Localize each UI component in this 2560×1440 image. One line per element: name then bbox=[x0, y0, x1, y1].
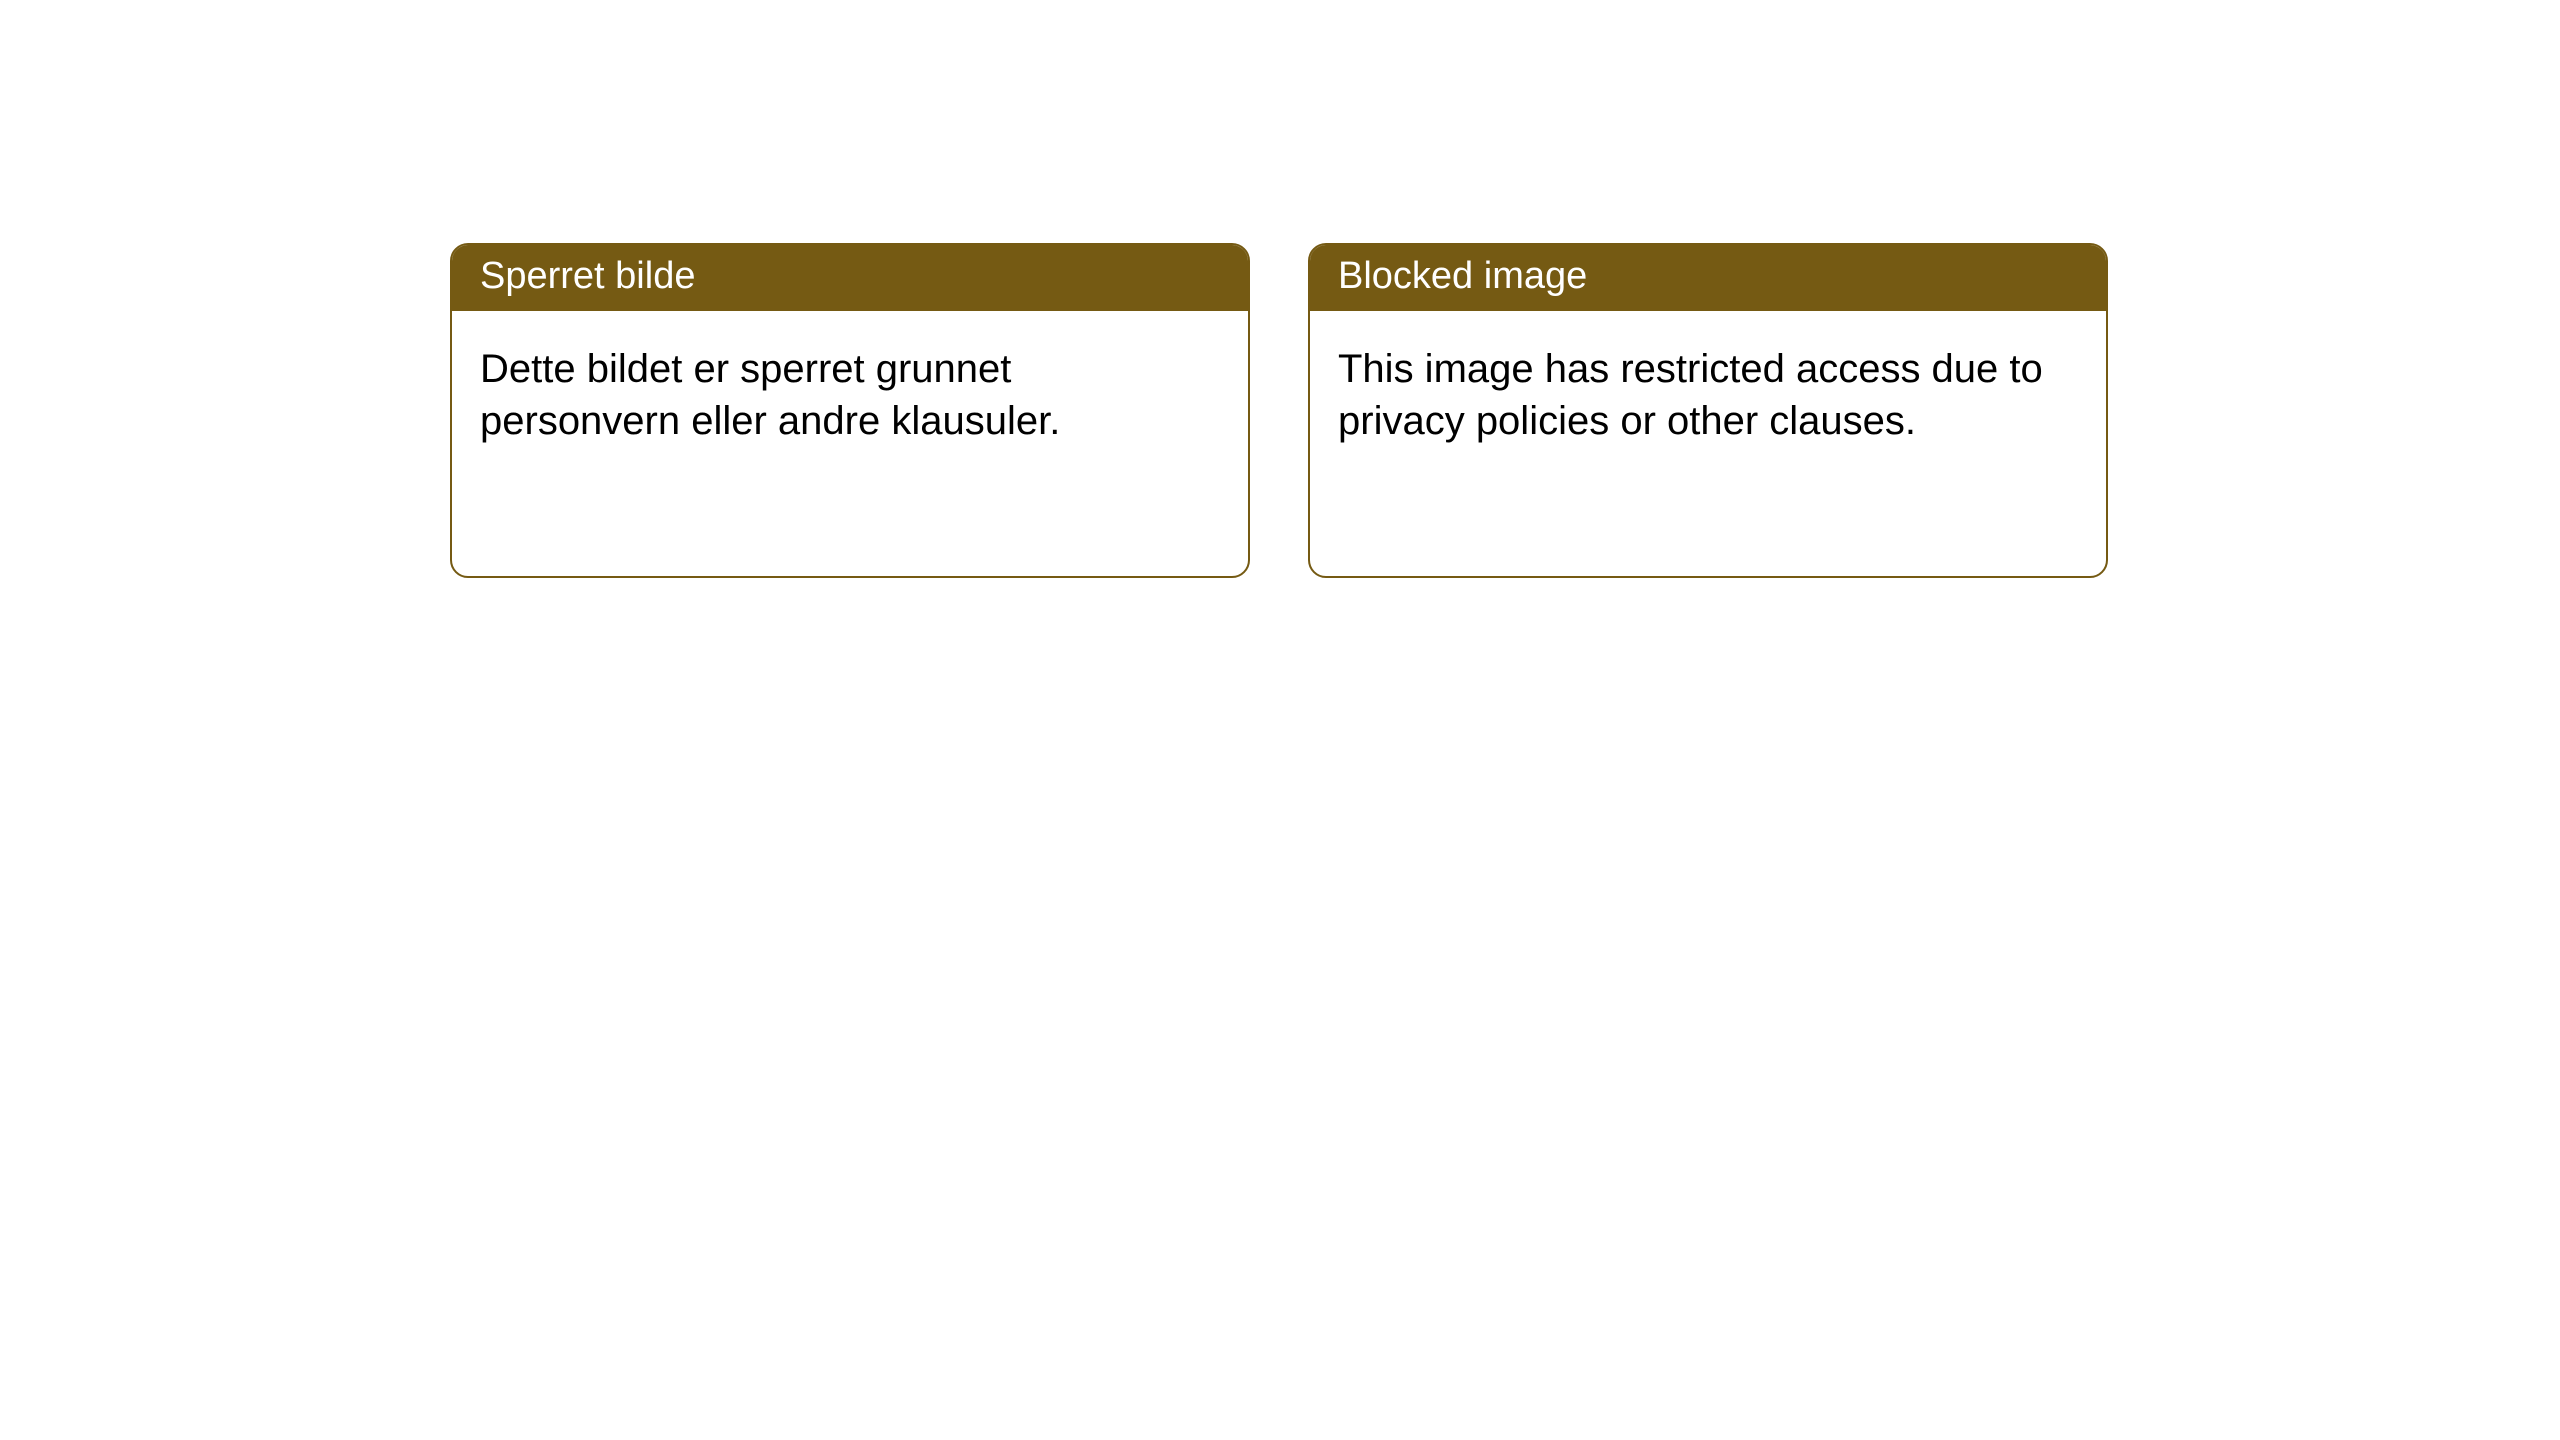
card-body-no: Dette bildet er sperret grunnet personve… bbox=[452, 311, 1248, 479]
blocked-image-card-no: Sperret bilde Dette bildet er sperret gr… bbox=[450, 243, 1250, 578]
notice-container: Sperret bilde Dette bildet er sperret gr… bbox=[0, 0, 2560, 578]
blocked-image-card-en: Blocked image This image has restricted … bbox=[1308, 243, 2108, 578]
card-body-en: This image has restricted access due to … bbox=[1310, 311, 2106, 479]
card-title-no: Sperret bilde bbox=[452, 245, 1248, 311]
card-title-en: Blocked image bbox=[1310, 245, 2106, 311]
